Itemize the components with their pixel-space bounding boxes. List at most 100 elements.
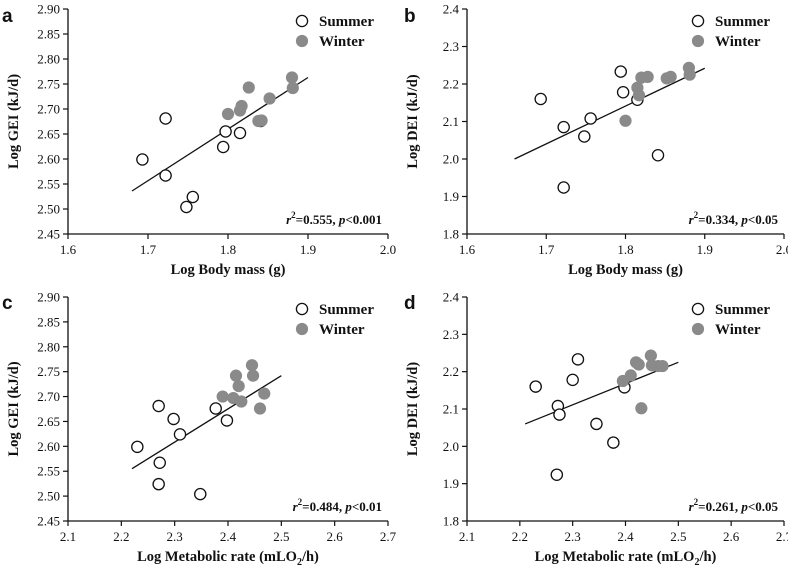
legend-winter-label: Winter xyxy=(319,322,365,338)
y-axis-label: Log GEI (kJ/d) xyxy=(6,74,22,169)
legend-summer-marker xyxy=(295,302,309,316)
summer-point xyxy=(557,181,570,194)
y-tick-label: 2.4 xyxy=(443,290,460,305)
summer-point xyxy=(553,408,566,421)
summer-point xyxy=(209,402,222,415)
y-tick-label: 2.45 xyxy=(37,227,60,242)
x-tick-label: 2.6 xyxy=(723,529,740,544)
x-axis-label: Log Body mass (g) xyxy=(171,262,286,278)
legend-winter-marker xyxy=(295,322,309,336)
x-axis-label-text: Log Metabolic rate (mLO xyxy=(535,549,695,565)
winter-point xyxy=(635,402,648,415)
stat-r2-value: =0.555, xyxy=(296,212,339,227)
summer-point xyxy=(216,140,230,154)
summer-point xyxy=(614,65,627,78)
summer-point xyxy=(233,126,247,140)
legend-winter-label: Winter xyxy=(319,34,365,50)
winter-point xyxy=(216,390,229,403)
stat-annotation: r2=0.484, p<0.01 xyxy=(293,497,382,514)
stat-superscript: 2 xyxy=(291,210,296,220)
winter-point xyxy=(252,114,265,128)
winter-point xyxy=(245,359,259,372)
summer-point xyxy=(131,440,144,454)
winter-point xyxy=(235,395,248,408)
summer-point xyxy=(180,200,193,214)
legend-summer-marker xyxy=(691,14,705,28)
x-tick-label: 2.4 xyxy=(220,529,237,544)
stat-p-value: <0.001 xyxy=(345,212,382,227)
summer-point xyxy=(550,468,564,481)
legend-summer-label: Summer xyxy=(715,302,770,318)
y-tick-label: 2.80 xyxy=(37,339,60,354)
y-tick-label: 2.4 xyxy=(443,2,460,17)
winter-point xyxy=(641,70,654,83)
x-tick-label: 2.3 xyxy=(167,529,183,544)
legend-summer-label: Summer xyxy=(319,302,374,318)
summer-point xyxy=(219,125,232,138)
x-tick-label: 2.5 xyxy=(670,529,686,544)
summer-point xyxy=(152,399,165,413)
x-tick-label: 1.8 xyxy=(617,242,633,257)
stat-superscript: 2 xyxy=(298,497,303,507)
stat-p-value: <0.01 xyxy=(352,499,382,514)
x-axis-label: Log Metabolic rate (mLO2/h) xyxy=(137,549,319,568)
y-tick-label: 2.55 xyxy=(37,464,60,479)
summer-point xyxy=(159,169,172,182)
winter-point xyxy=(683,68,696,81)
stat-p: p xyxy=(740,499,748,514)
y-tick-label: 2.65 xyxy=(37,127,60,142)
y-tick-label: 2.55 xyxy=(37,177,60,192)
y-tick-label: 2.60 xyxy=(37,152,60,167)
y-tick-label: 1.9 xyxy=(443,476,459,491)
winter-point xyxy=(632,89,646,102)
y-tick-label: 2.90 xyxy=(37,2,60,17)
regression-line xyxy=(524,361,679,425)
stat-p: p xyxy=(740,212,748,227)
y-tick-label: 2.60 xyxy=(37,439,60,454)
winter-point xyxy=(619,114,632,127)
stat-r2-value: =0.484, xyxy=(302,499,345,514)
y-tick-label: 2.70 xyxy=(37,389,60,404)
x-tick-label: 2.0 xyxy=(776,242,788,257)
winter-point xyxy=(624,369,637,382)
summer-point xyxy=(152,477,165,491)
x-tick-label: 2.4 xyxy=(617,529,634,544)
stat-superscript: 2 xyxy=(694,210,699,220)
legend-summer-label: Summer xyxy=(319,14,374,30)
summer-point xyxy=(584,112,597,125)
regression-line xyxy=(131,375,282,470)
stat-r2-value: =0.334, xyxy=(698,212,741,227)
y-tick-label: 2.0 xyxy=(443,152,459,167)
legend-winter-marker xyxy=(691,34,705,48)
x-axis-label-end: /h) xyxy=(301,549,319,565)
summer-point xyxy=(136,153,149,166)
stat-p: p xyxy=(344,499,352,514)
x-axis-label-subscript: 2 xyxy=(694,557,699,568)
stat-p-value: <0.05 xyxy=(748,212,779,227)
y-tick-label: 2.1 xyxy=(443,114,459,129)
y-tick-label: 2.90 xyxy=(37,290,60,305)
x-tick-label: 2.6 xyxy=(327,529,344,544)
winter-point xyxy=(221,107,235,121)
panel-letter: c xyxy=(2,293,13,314)
legend-summer-label: Summer xyxy=(715,14,770,30)
winter-point xyxy=(286,81,299,95)
summer-point xyxy=(186,190,200,204)
x-tick-label: 2.2 xyxy=(512,529,528,544)
winter-point xyxy=(258,387,271,400)
y-tick-label: 1.8 xyxy=(443,514,459,529)
winter-point xyxy=(656,359,669,373)
summer-point xyxy=(571,353,585,366)
summer-point xyxy=(194,487,207,501)
legend-summer-marker xyxy=(691,302,705,316)
panel-letter: d xyxy=(404,293,416,314)
summer-point xyxy=(616,86,630,99)
summer-point xyxy=(167,412,180,426)
y-tick-label: 2.85 xyxy=(37,27,60,42)
y-tick-label: 2.1 xyxy=(443,402,459,417)
summer-point xyxy=(534,92,547,106)
winter-point xyxy=(263,92,276,105)
summer-point xyxy=(590,417,603,431)
winter-point xyxy=(229,369,243,382)
